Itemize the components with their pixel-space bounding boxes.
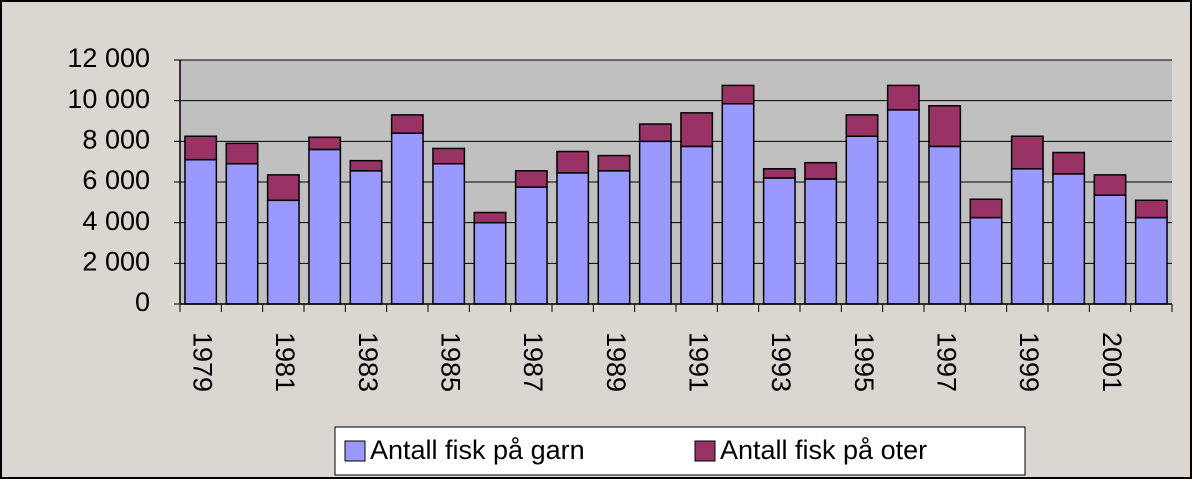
bar-segment	[804, 178, 838, 305]
bar-segment	[680, 145, 714, 305]
bar-segment	[1093, 174, 1127, 196]
legend-label: Antall fisk på garn	[370, 435, 585, 465]
x-tick-label: 1991	[684, 332, 714, 392]
bar-segment	[762, 168, 796, 179]
x-tick-label: 1987	[518, 332, 548, 392]
y-tick-label: 4 000	[82, 206, 150, 236]
bar-segment	[1134, 199, 1168, 219]
bar-segment	[762, 177, 796, 305]
legend-label: Antall fisk på oter	[720, 435, 927, 465]
bar-segment	[721, 84, 755, 105]
bar-segment	[928, 145, 962, 305]
x-tick-label: 1989	[601, 332, 631, 392]
y-tick-label: 12 000	[67, 43, 150, 73]
x-tick-label: 1995	[849, 332, 879, 392]
bar-segment	[349, 170, 383, 305]
bar-segment	[1010, 135, 1044, 170]
bar-segment	[473, 211, 507, 224]
bar-segment	[225, 162, 259, 305]
y-tick-label: 0	[135, 287, 150, 317]
bar-segment	[1010, 168, 1044, 305]
bar-segment	[638, 123, 672, 143]
bar-segment	[928, 105, 962, 148]
bar-segment	[225, 142, 259, 165]
bar-segment	[969, 198, 1003, 219]
y-tick-label: 8 000	[82, 124, 150, 154]
bar-segment	[184, 158, 218, 305]
bar-segment	[638, 140, 672, 305]
bar-segment	[266, 199, 300, 305]
bar-segment	[969, 216, 1003, 305]
bar-segment	[845, 114, 879, 138]
bar-segment	[556, 172, 590, 305]
bar-segment	[514, 170, 548, 188]
bar-segment	[845, 135, 879, 305]
bar-segment	[266, 174, 300, 202]
bar-segment	[721, 102, 755, 305]
bar-segment	[349, 159, 383, 172]
bar-segment	[597, 170, 631, 305]
bar-segment	[886, 84, 920, 111]
bar-segment	[1134, 216, 1168, 305]
x-tick-label: 1979	[188, 332, 218, 392]
x-tick-label: 1999	[1014, 332, 1044, 392]
x-tick-label: 1981	[270, 332, 300, 392]
bar-segment	[432, 147, 466, 165]
bar-segment	[1052, 151, 1086, 175]
x-tick-label: 1985	[436, 332, 466, 392]
bar-segment	[804, 161, 838, 180]
x-tick-label: 1993	[766, 332, 796, 392]
bar-segment	[390, 132, 424, 305]
bar-segment	[514, 186, 548, 305]
bar-segment	[886, 109, 920, 305]
bar-segment	[597, 154, 631, 172]
bar-segment	[1052, 173, 1086, 305]
legend-swatch	[344, 440, 366, 462]
bar-segment	[556, 150, 590, 174]
y-tick-label: 6 000	[82, 165, 150, 195]
bar-segment	[432, 162, 466, 305]
y-tick-label: 2 000	[82, 246, 150, 276]
bar-segment	[390, 114, 424, 134]
bar-segment	[680, 112, 714, 148]
bar-segment	[184, 135, 218, 161]
bar-segment	[308, 148, 342, 305]
x-tick-label: 1983	[353, 332, 383, 392]
bar-segment	[473, 221, 507, 305]
legend-swatch	[694, 440, 716, 462]
bar-segment	[308, 136, 342, 151]
x-tick-label: 1997	[932, 332, 962, 392]
x-tick-label: 2001	[1097, 332, 1127, 392]
bar-segment	[1093, 194, 1127, 305]
y-tick-label: 10 000	[67, 84, 150, 114]
legend	[334, 426, 1026, 476]
